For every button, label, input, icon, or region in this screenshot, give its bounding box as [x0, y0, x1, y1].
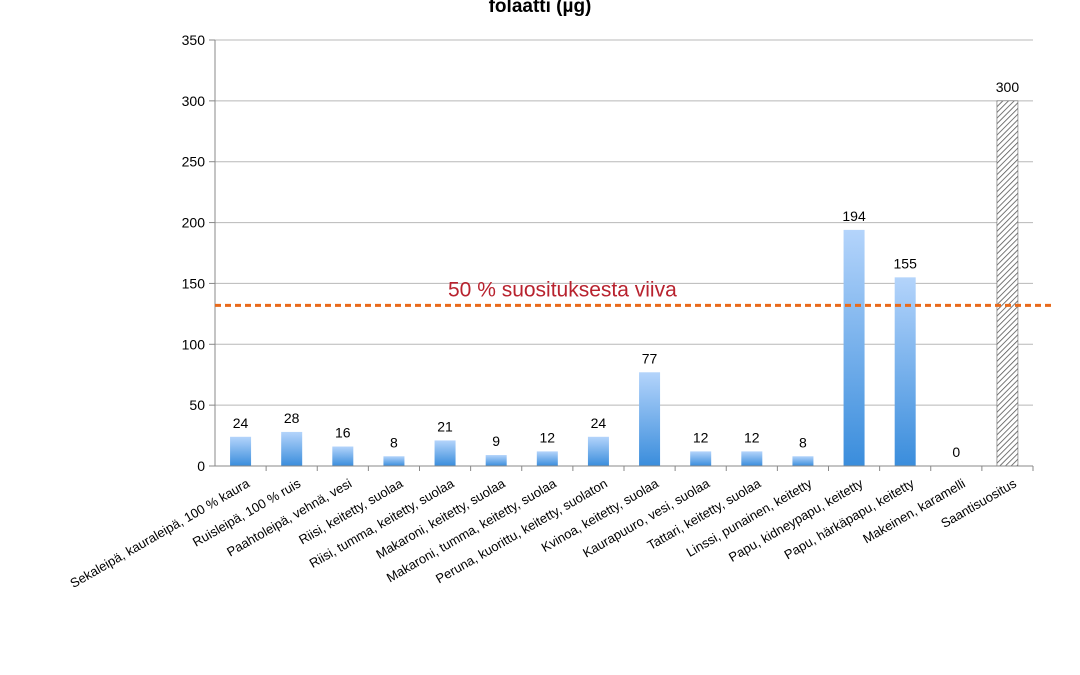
data-label: 28 — [284, 410, 300, 426]
y-tick-label: 100 — [182, 336, 206, 352]
y-axis-ticks: 0 50 100 150 200 250 300 350 — [182, 32, 216, 474]
bar — [690, 451, 712, 466]
y-tick-label: 0 — [197, 458, 205, 474]
reference-line-group: 50 % suosituksesta viiva — [215, 278, 1055, 307]
data-labels: 24 28 16 8 21 9 12 24 77 12 12 8 194 155 0 300 — [233, 79, 1020, 460]
data-label: 24 — [591, 415, 607, 431]
bar — [741, 451, 763, 466]
bar — [281, 431, 303, 466]
category-labels: Sekaleipä, kauraleipä, 100 % kauraRuisle… — [67, 465, 1034, 591]
data-label: 9 — [492, 433, 500, 449]
data-label: 24 — [233, 415, 249, 431]
bar — [332, 446, 354, 466]
bar — [536, 451, 558, 466]
bar — [230, 436, 252, 466]
bar-series — [230, 100, 1019, 467]
bar — [843, 229, 865, 466]
data-label: 12 — [693, 429, 709, 445]
gridlines — [215, 39, 1033, 467]
reference-line-label: 50 % suosituksesta viiva — [448, 278, 677, 301]
bar — [587, 436, 609, 466]
y-tick-label: 300 — [182, 93, 206, 109]
y-tick-label: 350 — [182, 32, 206, 48]
data-label: 16 — [335, 425, 351, 441]
data-label: 0 — [952, 444, 960, 460]
bar — [996, 100, 1019, 467]
data-label: 8 — [799, 434, 807, 450]
y-tick-label: 250 — [182, 154, 206, 170]
bar — [434, 440, 456, 466]
y-tick-label: 200 — [182, 215, 206, 231]
y-tick-label: 150 — [182, 275, 206, 291]
y-tick-label: 50 — [189, 397, 205, 413]
chart-title: folaatti (µg) — [489, 0, 592, 17]
bar — [894, 277, 916, 466]
data-label: 8 — [390, 434, 398, 450]
data-label: 155 — [894, 255, 918, 271]
bar — [792, 456, 814, 466]
data-label: 12 — [744, 429, 760, 445]
bar — [383, 456, 405, 466]
data-label: 12 — [540, 429, 556, 445]
data-label: 194 — [842, 208, 866, 224]
data-label: 21 — [437, 418, 453, 434]
data-label: 77 — [642, 350, 658, 366]
bar — [485, 455, 507, 466]
data-label: 300 — [996, 79, 1020, 95]
bar — [639, 372, 661, 466]
